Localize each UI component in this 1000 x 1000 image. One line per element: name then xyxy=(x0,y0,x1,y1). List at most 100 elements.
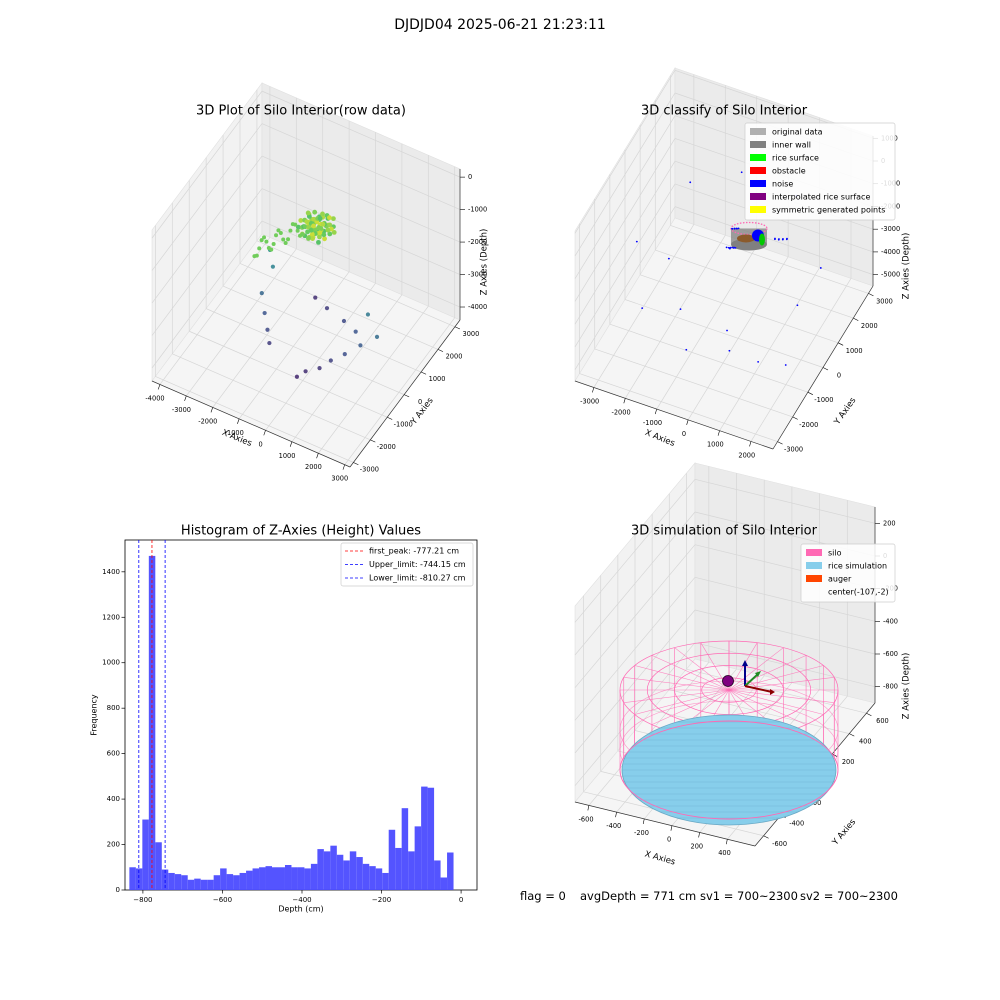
sim-axis-arrow-x xyxy=(744,685,773,693)
raw-trail-point xyxy=(271,241,276,246)
raw-xgrid-floor xyxy=(212,260,324,408)
raw-cluster-point xyxy=(321,232,327,238)
cls-legend-swatch xyxy=(750,206,766,213)
sim-ztick-label: -400 xyxy=(883,617,898,625)
hist-ytick-label: 1000 xyxy=(102,659,120,667)
cls-noise-point xyxy=(740,171,743,174)
hist-bar xyxy=(440,877,448,890)
cls-axis-line-1 xyxy=(772,285,874,450)
raw-cluster-point xyxy=(305,210,311,216)
sim-zgrid-left xyxy=(574,511,696,656)
cls-scatter-point xyxy=(725,246,728,249)
cls-ztick-label: -5000 xyxy=(881,271,900,279)
cls-ytick-label: 2000 xyxy=(861,322,878,330)
hist-bar xyxy=(284,865,292,890)
cls-ylabel: Y Axies xyxy=(832,395,859,427)
hist-legend-label: Lower_limit: -810.27 cm xyxy=(369,574,466,583)
hist-bar xyxy=(356,857,363,890)
cls-noise-point xyxy=(641,307,644,310)
cls-xtick-label: 2000 xyxy=(738,451,755,459)
hist-bar xyxy=(414,826,422,890)
raw-cluster-point xyxy=(317,216,323,221)
raw-ytick-label: 1000 xyxy=(429,375,446,383)
cls-xtick xyxy=(592,387,595,393)
sim-ytick-label: -600 xyxy=(772,840,787,848)
raw-xtick-label: -3000 xyxy=(172,406,191,414)
raw-ytick-label: -1000 xyxy=(394,420,413,428)
raw-scatter-point xyxy=(259,290,264,296)
cls-obstacle xyxy=(736,234,755,243)
sv2-text: sv2 = 700~2300 xyxy=(800,889,898,903)
raw-cluster-point xyxy=(310,236,316,241)
cls-rice-surface xyxy=(758,233,765,246)
raw-cluster-point xyxy=(326,215,332,221)
sim-xtick-label: 0 xyxy=(667,836,671,844)
cls-ytick-label: 3000 xyxy=(876,297,893,305)
sim-ytick-label: 600 xyxy=(876,717,889,725)
raw-scatter-point xyxy=(358,343,363,348)
hist-bar xyxy=(323,851,331,890)
avg-depth-text: avgDepth = 771 cm xyxy=(580,889,697,903)
cls-ztick-label: -3000 xyxy=(881,225,900,233)
raw-trail-point xyxy=(252,254,257,259)
hist-bar xyxy=(272,867,279,890)
cls-scatter-point xyxy=(774,238,776,241)
sim-zgrid-back xyxy=(694,576,876,622)
raw-xgrid-floor xyxy=(265,283,376,431)
raw-trail-point xyxy=(302,224,307,229)
cls-legend-label: interpolated rice surface xyxy=(772,193,870,202)
hist-bar xyxy=(349,851,357,890)
hist-bar xyxy=(213,875,221,890)
cls-scatter-point xyxy=(735,227,738,230)
cls-title: 3D classify of Silo Interior xyxy=(641,104,808,119)
raw-ztick-label: -1000 xyxy=(468,206,487,214)
hist-ytick-label: 400 xyxy=(107,795,120,803)
hist-ytick-label: 1200 xyxy=(102,613,120,621)
cls-noise-point xyxy=(689,181,692,184)
hist-bar xyxy=(434,860,441,890)
sim-legend-label: silo xyxy=(828,549,842,558)
raw-cluster-point xyxy=(322,236,327,242)
raw-cluster-point xyxy=(309,231,315,237)
cls-legend-swatch xyxy=(750,167,766,174)
hist-bar xyxy=(317,849,324,890)
raw-scatter-point xyxy=(265,327,270,332)
raw-ygrid-floor xyxy=(256,240,456,328)
raw-scatter-point xyxy=(317,366,322,371)
raw-xtick xyxy=(289,441,293,447)
cls-ygrid-floor xyxy=(655,249,854,319)
sim-axis-arrowhead-x xyxy=(770,689,775,695)
raw-ygrid-floor xyxy=(222,285,422,373)
raw-trail-point xyxy=(278,230,283,235)
cls-scatter-point xyxy=(733,246,735,249)
sim-ytick xyxy=(832,753,838,757)
cls-xtick xyxy=(749,441,752,447)
sim-ztick-label: -600 xyxy=(883,650,898,658)
hist-bar xyxy=(401,808,409,890)
raw-cluster-point xyxy=(312,209,318,215)
raw-xgrid-floor xyxy=(344,317,456,465)
cls-legend-swatch xyxy=(750,128,766,135)
raw-ygrid-floor xyxy=(155,376,354,463)
raw-ylabel: Y Axies xyxy=(409,396,436,428)
sim-silo-bottom xyxy=(619,720,839,820)
hist-bar xyxy=(220,868,227,890)
raw-cluster-point xyxy=(308,227,314,233)
flag-text: flag = 0 xyxy=(520,889,566,903)
raw-scatter-point xyxy=(267,340,272,346)
raw-scatter-point xyxy=(341,318,347,324)
hist-legend-label: Upper_limit: -744.15 cm xyxy=(369,560,466,569)
raw-xgrid-floor xyxy=(186,248,297,397)
hist-xtick-label: −800 xyxy=(133,896,152,904)
raw-axis-line-0 xyxy=(151,380,351,468)
sim-xtick xyxy=(670,825,673,831)
raw-cluster-point xyxy=(320,211,325,217)
sim-silo-ring xyxy=(674,665,784,715)
hist-xtick-label: 0 xyxy=(459,896,463,904)
hist-bar xyxy=(200,879,208,890)
cls-zgrid-left xyxy=(574,138,676,302)
raw-xtick-label: -4000 xyxy=(145,394,164,402)
hist-bar xyxy=(161,869,169,890)
sim-zgrid-back xyxy=(694,609,876,655)
